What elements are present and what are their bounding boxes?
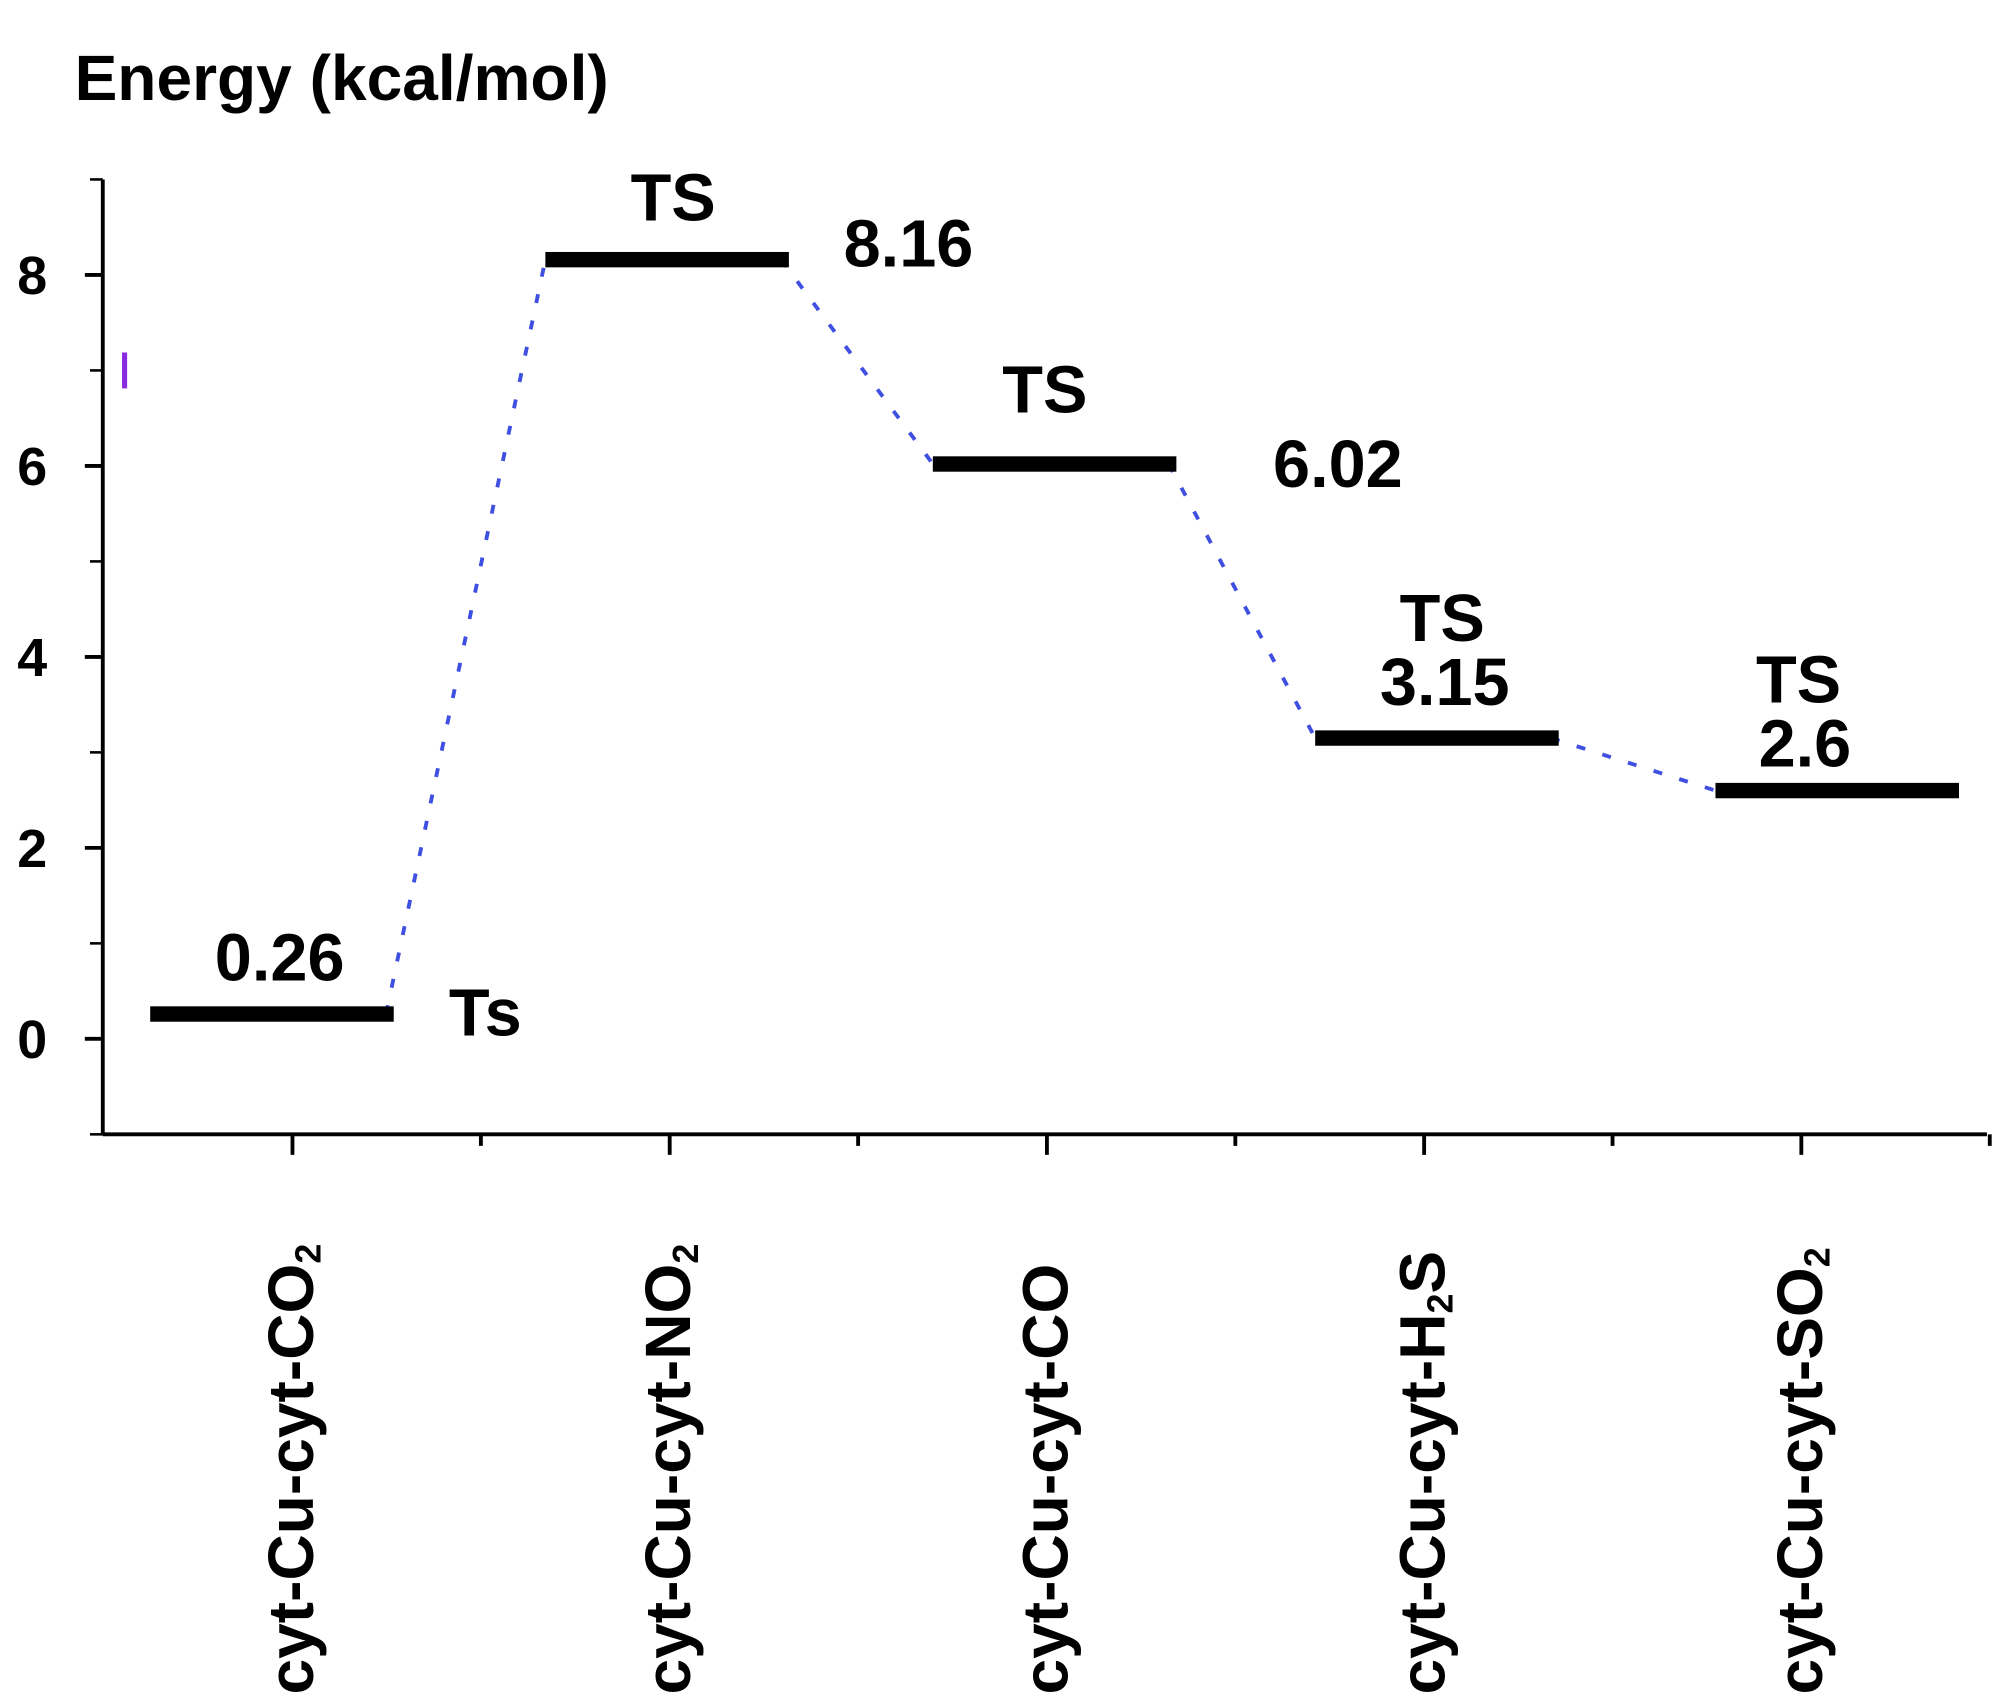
connector-line	[1166, 463, 1317, 739]
energy-levels	[150, 251, 1960, 1022]
axes: 0 2 4 6 8	[17, 178, 1992, 1155]
y-tick-label: 8	[17, 246, 47, 306]
energy-level-bar	[545, 251, 789, 268]
energy-level-bar	[150, 1006, 394, 1022]
chart-title: Energy (kcal/mol)	[75, 42, 609, 114]
level-labels: 0.26 8.16 6.02 3.15 2.6 Ts TS TS TS TS	[215, 161, 1851, 1050]
category-label: cyt-Cu-cyt-CO	[1009, 1264, 1081, 1695]
y-tick-label: 4	[17, 628, 47, 688]
state-label: TS	[631, 161, 716, 235]
energy-value-label: 8.16	[844, 208, 974, 282]
category-label: cyt-Cu-cyt-SO2	[1764, 1247, 1838, 1694]
y-tick-label: 6	[17, 437, 47, 497]
state-label: TS	[1756, 643, 1841, 717]
energy-value-label: 3.15	[1380, 646, 1510, 720]
energy-level-bar	[932, 456, 1177, 472]
category-labels: cyt-Cu-cyt-CO2 cyt-Cu-cyt-NO2 cyt-Cu-cyt-C…	[255, 1244, 1838, 1695]
connectors	[384, 258, 1717, 1015]
y-tick-label: 2	[17, 819, 47, 879]
category-label: cyt-Cu-cyt-NO2	[632, 1244, 706, 1695]
category-label: cyt-Cu-cyt-H2S	[1387, 1251, 1461, 1695]
state-label: TS	[1400, 582, 1485, 656]
energy-value-label: 6.02	[1273, 428, 1403, 502]
state-label: TS	[1002, 354, 1087, 428]
energy-value-label: 0.26	[215, 922, 345, 996]
connector-line	[1550, 736, 1717, 793]
energy-level-bar	[1715, 782, 1960, 799]
state-label: Ts	[449, 977, 522, 1051]
stray-marker	[122, 352, 128, 389]
energy-level-bar	[1315, 730, 1559, 746]
energy-value-label: 2.6	[1759, 707, 1852, 781]
category-label: cyt-Cu-cyt-CO2	[255, 1244, 329, 1695]
connector-line	[779, 258, 935, 466]
connector-line	[384, 259, 548, 1015]
y-tick-label: 0	[17, 1010, 47, 1070]
